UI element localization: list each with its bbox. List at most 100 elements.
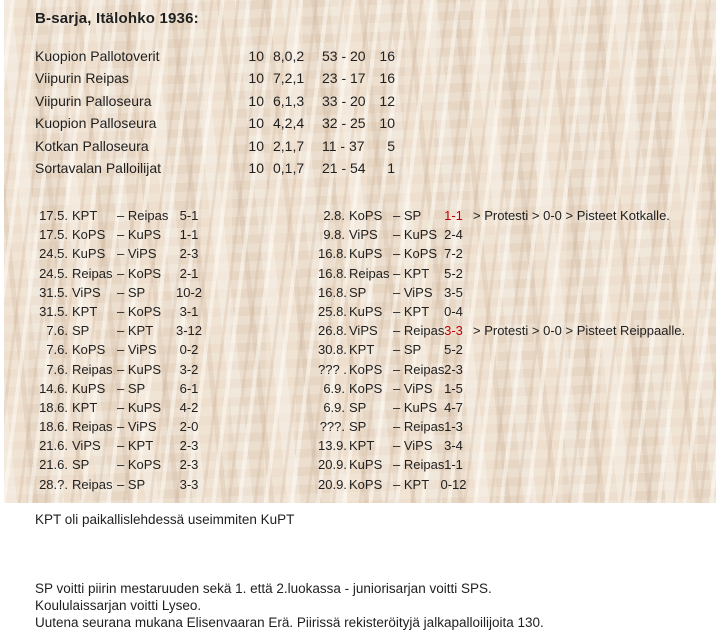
away-team: KuPS [403, 227, 438, 243]
match-date: 21.6. [39, 438, 68, 454]
home-team: Reipas [349, 265, 390, 281]
team-separator: – [117, 227, 125, 243]
match-score: 2-3 [179, 438, 199, 454]
match-score: 5-2 [444, 265, 463, 281]
match-date: ???. [319, 419, 345, 435]
match-date: 17.5. [39, 208, 68, 223]
away-team: KPT [127, 438, 154, 454]
match-date: 31.5. [39, 303, 68, 319]
match-score: 3-3 [179, 476, 199, 492]
standings-table: Kuopion Pallotoverit 10 8,0,2 53 - 20 16… [35, 45, 395, 179]
away-team: KuPS [127, 227, 162, 243]
win-draw-loss-record: 4,2,4 [273, 115, 305, 132]
match-date: 28.?. [39, 476, 68, 492]
home-team: ViPS [349, 323, 378, 339]
win-draw-loss-record: 7,2,1 [273, 70, 305, 87]
win-draw-loss-record: 8,0,2 [273, 48, 305, 64]
away-team: KPT [127, 323, 154, 339]
team-name: Viipurin Palloseura [35, 92, 152, 109]
summary-line-3: Uutena seurana mukana Elisenvaaran Erä. … [35, 615, 544, 631]
points: 12 [379, 92, 395, 109]
match-score: 1-3 [444, 419, 463, 435]
match-score: 2-4 [444, 227, 463, 243]
home-team: KuPS [349, 303, 383, 319]
away-team: KPT [403, 303, 430, 319]
team-name: Kuopion Pallotoverit [35, 48, 160, 64]
home-team: SP [349, 399, 367, 415]
away-team: ViPS [403, 438, 433, 454]
match-score: 3-1 [179, 303, 199, 319]
match-score: 0-2 [179, 342, 199, 358]
away-team: KPT [403, 476, 430, 492]
match-score: 2-0 [179, 419, 199, 435]
games-played: 10 [248, 115, 264, 132]
match-score: 5-2 [444, 342, 463, 358]
home-team: KPT [72, 303, 98, 319]
summary-paragraph: SP voitti piirin mestaruuden sekä 1. ett… [35, 580, 544, 632]
away-team: SP [127, 284, 146, 300]
away-team: Reipas [403, 419, 445, 435]
win-draw-loss-record: 2,1,7 [273, 137, 305, 154]
home-team: KoPS [349, 476, 383, 492]
match-score: 3-2 [179, 361, 199, 377]
home-team: SP [349, 419, 367, 435]
team-separator: – [393, 380, 401, 396]
home-team: KoPS [349, 208, 383, 223]
home-team: KoPS [72, 342, 106, 358]
goals-for-against: 21 - 54 [322, 159, 366, 176]
match-note [470, 264, 685, 283]
away-team: Reipas [127, 208, 169, 223]
home-team: Reipas [72, 361, 113, 377]
away-team: ViPS [127, 342, 157, 358]
match-score: 3-5 [444, 284, 463, 300]
team-separator: – [117, 342, 125, 358]
away-team: Reipas [403, 323, 445, 339]
games-played: 10 [248, 92, 264, 109]
match-note [470, 244, 685, 263]
team-separator: – [117, 265, 125, 281]
match-score: 2-3 [179, 246, 199, 262]
match-date: 6.9. [323, 399, 345, 415]
match-date: 24.5. [39, 246, 68, 262]
away-team: ViPS [127, 246, 157, 262]
away-team: SP [127, 476, 146, 492]
team-separator: – [393, 284, 401, 300]
match-date: 20.9. [318, 457, 347, 473]
team-separator: – [117, 323, 125, 339]
match-date: 18.6. [39, 419, 68, 435]
away-team: KPT [403, 265, 430, 281]
home-team: KuPS [349, 457, 383, 473]
match-note [470, 340, 685, 359]
home-team: KuPS [72, 246, 106, 262]
away-team: ViPS [127, 419, 157, 435]
match-score: 3-4 [444, 438, 463, 454]
summary-line-1: SP voitti piirin mestaruuden sekä 1. ett… [35, 581, 492, 596]
away-team: KoPS [127, 303, 162, 319]
match-score: 1-1 [179, 227, 199, 243]
away-team: KuPS [127, 399, 162, 415]
team-separator: – [393, 342, 401, 358]
home-team: SP [72, 457, 90, 473]
match-score: 2-3 [444, 361, 463, 377]
team-separator: – [393, 303, 401, 319]
team-separator: – [117, 284, 125, 300]
home-team: KuPS [349, 246, 383, 262]
team-name: Kuopion Palloseura [35, 115, 157, 132]
match-date: 2.8. [323, 208, 345, 223]
away-team: KoPS [127, 457, 162, 473]
match-date: 9.8. [323, 227, 345, 243]
team-separator: – [117, 246, 125, 262]
team-separator: – [393, 457, 401, 473]
match-date: 21.6. [39, 457, 68, 473]
match-score: 10-2 [175, 284, 203, 300]
away-team: SP [403, 342, 422, 358]
team-separator: – [393, 246, 401, 262]
home-team: KPT [72, 399, 98, 415]
match-date: 25.8. [318, 303, 347, 319]
win-draw-loss-record: 0,1,7 [273, 159, 305, 176]
parchment-background [4, 0, 716, 503]
team-separator: – [117, 419, 125, 435]
match-date: 7.6. [46, 323, 68, 339]
match-note [470, 360, 685, 379]
match-date: 13.9. [318, 438, 347, 454]
